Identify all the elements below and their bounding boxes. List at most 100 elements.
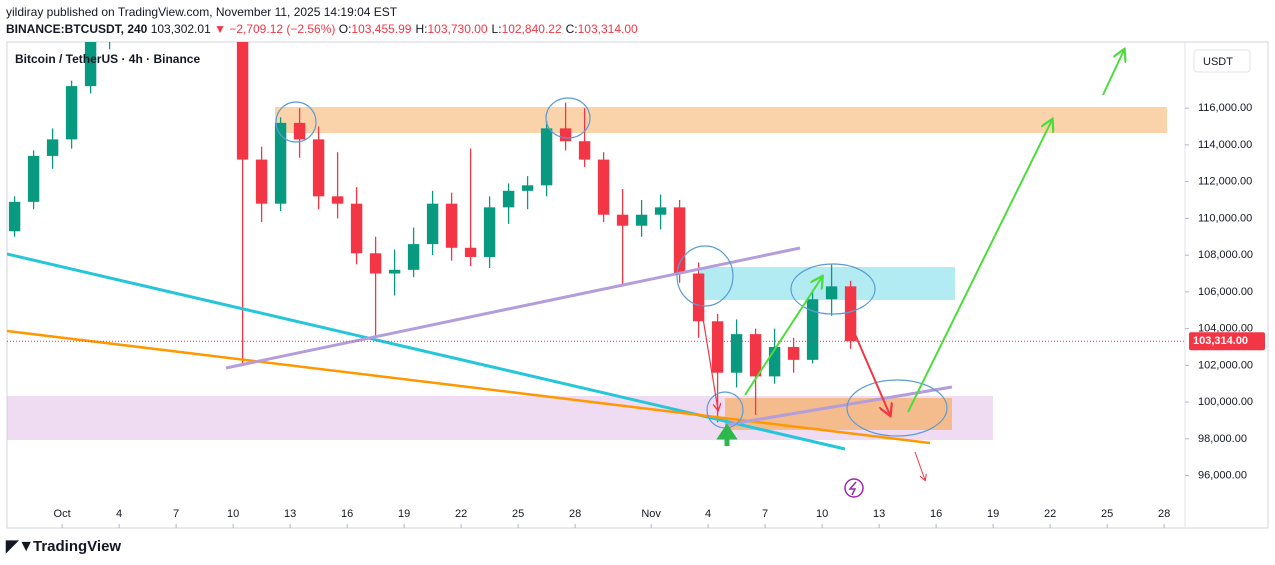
arrow <box>907 120 1052 413</box>
candle-body <box>749 334 762 377</box>
arrow <box>744 277 822 396</box>
x-tick-label: 16 <box>341 508 353 520</box>
x-tick-label: 10 <box>816 508 828 520</box>
symbol-line: BINANCE:BTCUSDT, 240 103,302.01 ▼ −2,709… <box>6 21 642 38</box>
trend-line <box>724 385 953 427</box>
candle-body <box>84 42 97 87</box>
candle-body <box>654 207 667 215</box>
last-price-box <box>1189 332 1265 351</box>
x-tick-label: 13 <box>873 508 885 520</box>
candle-body <box>540 128 553 186</box>
highlight-ellipse <box>275 101 317 143</box>
candle-body <box>825 286 838 300</box>
highlight-ellipse <box>545 97 591 139</box>
ohlc-value: 103,314.00 <box>577 22 638 36</box>
candle-body <box>445 203 458 248</box>
chart-title: Bitcoin / TetherUS · 4h · Binance <box>15 52 200 66</box>
arrow <box>699 299 718 410</box>
currency-box <box>1193 49 1251 73</box>
trend-line <box>7 329 931 445</box>
candle-body <box>730 334 743 373</box>
ohlc-value: 102,840.22 <box>501 22 562 36</box>
candle-body <box>274 122 287 204</box>
x-tick-label: 7 <box>762 508 768 520</box>
candle-body <box>711 321 724 373</box>
candle-body <box>255 159 268 204</box>
arrow <box>847 317 890 415</box>
x-tick-label: Nov <box>641 508 661 520</box>
frame <box>6 41 1269 529</box>
x-tick-label: 25 <box>512 508 524 520</box>
ohlc: O:103,455.99 H:103,730.00 L:102,840.22 C:10… <box>339 22 642 36</box>
change: ▼ −2,709.12 (−2.56%) <box>214 22 336 36</box>
y-tick-label: 110,000.00 <box>1198 212 1252 224</box>
y-tick-label: 116,000.00 <box>1198 102 1252 114</box>
x-tick-label: 7 <box>173 508 179 520</box>
x-tick-label: Oct <box>54 508 71 520</box>
candle-body <box>236 42 249 160</box>
candle-body <box>293 122 306 140</box>
candle-body <box>180 0 191 9</box>
candle-body <box>806 299 819 360</box>
drawings <box>7 107 1167 440</box>
trend-lines <box>7 50 1124 498</box>
highlight-ellipse <box>846 379 948 437</box>
brand-logo: ◤▼ <box>5 538 34 555</box>
candle-body <box>483 207 496 257</box>
candle-body <box>844 286 857 342</box>
candle-body <box>407 244 420 270</box>
candle-body <box>312 139 325 197</box>
y-tick-label: 102,000.00 <box>1198 359 1253 371</box>
candle-body <box>768 346 781 377</box>
y-tick-label: 108,000.00 <box>1198 249 1253 261</box>
candle-body <box>218 0 229 5</box>
event-icon-bolt <box>848 481 857 496</box>
y-tick-label: 96,000.00 <box>1198 470 1247 482</box>
candle-body <box>597 159 610 215</box>
ohlc-label: C: <box>565 22 578 36</box>
candle-body <box>521 185 534 191</box>
candle-body <box>369 253 382 274</box>
candle-body <box>464 247 477 257</box>
signal-arrow <box>716 423 738 446</box>
arrow <box>1102 50 1124 96</box>
candle-body <box>787 346 800 360</box>
x-tick-label: 25 <box>1101 508 1113 520</box>
candle-body <box>692 273 705 322</box>
header: yildiray published on TradingView.com, N… <box>6 4 642 38</box>
demand-zone <box>725 398 952 430</box>
trend-line <box>225 246 801 370</box>
candle-body <box>502 190 515 208</box>
candle-body <box>104 0 115 35</box>
y-tick-label: 100,000.00 <box>1198 396 1253 408</box>
author-line: yildiray published on TradingView.com, N… <box>6 5 398 19</box>
candle-body <box>388 269 401 274</box>
y-tick-label: 114,000.00 <box>1198 139 1252 151</box>
event-icon <box>844 478 864 498</box>
x-tick-label: 19 <box>987 508 999 520</box>
candle-body <box>8 201 21 232</box>
highlight-ellipse <box>790 263 876 315</box>
x-tick-label: 16 <box>930 508 942 520</box>
candles <box>8 0 857 423</box>
ohlc-label: L: <box>491 22 502 36</box>
x-tick-label: 28 <box>569 508 581 520</box>
x-tick-label: 10 <box>227 508 239 520</box>
last-price-label: 103,314.00 <box>1193 335 1248 347</box>
y-tick-label: 106,000.00 <box>1198 286 1253 298</box>
ohlc-value: 103,455.99 <box>351 22 412 36</box>
x-tick-label: 22 <box>455 508 467 520</box>
highlight-ellipse <box>676 245 734 307</box>
x-tick-label: 13 <box>284 508 296 520</box>
arrow <box>914 451 925 480</box>
candle-body <box>426 203 439 245</box>
resistance-zone <box>275 107 1167 133</box>
x-tick-label: 19 <box>398 508 410 520</box>
x-tick-label: 4 <box>116 508 122 520</box>
x-tick-label: 4 <box>705 508 711 520</box>
candle-body <box>559 128 572 142</box>
price: 103,302.01 <box>150 22 211 36</box>
y-tick-label: 104,000.00 <box>1198 323 1253 335</box>
